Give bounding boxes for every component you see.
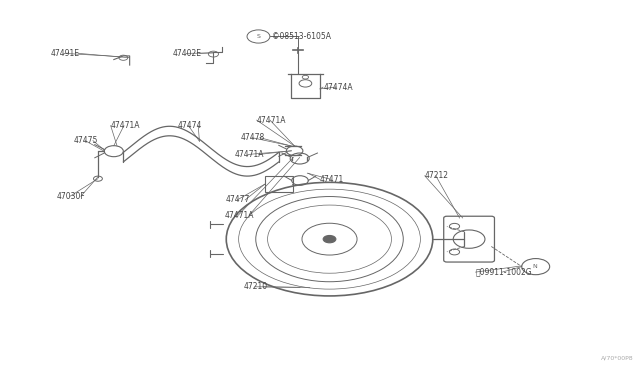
- Text: 47475: 47475: [74, 136, 98, 145]
- Text: ⓝ09911-1002G: ⓝ09911-1002G: [476, 267, 532, 277]
- Text: N: N: [532, 264, 538, 269]
- Text: 47477: 47477: [226, 195, 250, 205]
- Text: 47030F: 47030F: [57, 192, 86, 201]
- Text: 47491E: 47491E: [51, 49, 79, 58]
- Text: 47402E: 47402E: [173, 49, 202, 58]
- Circle shape: [323, 235, 336, 243]
- Text: 47210: 47210: [244, 282, 268, 291]
- Text: 47478: 47478: [241, 133, 265, 142]
- Text: 47471A: 47471A: [111, 121, 140, 130]
- Text: ©08513-6105A: ©08513-6105A: [273, 32, 332, 41]
- Text: A/70*00P8: A/70*00P8: [602, 355, 634, 360]
- Text: S: S: [257, 34, 260, 39]
- Text: 47471A: 47471A: [257, 116, 286, 125]
- Text: 47212: 47212: [425, 171, 449, 180]
- Text: 47471A: 47471A: [234, 150, 264, 159]
- Text: 47474A: 47474A: [323, 83, 353, 92]
- Text: 47474: 47474: [177, 121, 202, 130]
- Text: 47471: 47471: [320, 175, 344, 184]
- Text: 47471A: 47471A: [225, 211, 254, 220]
